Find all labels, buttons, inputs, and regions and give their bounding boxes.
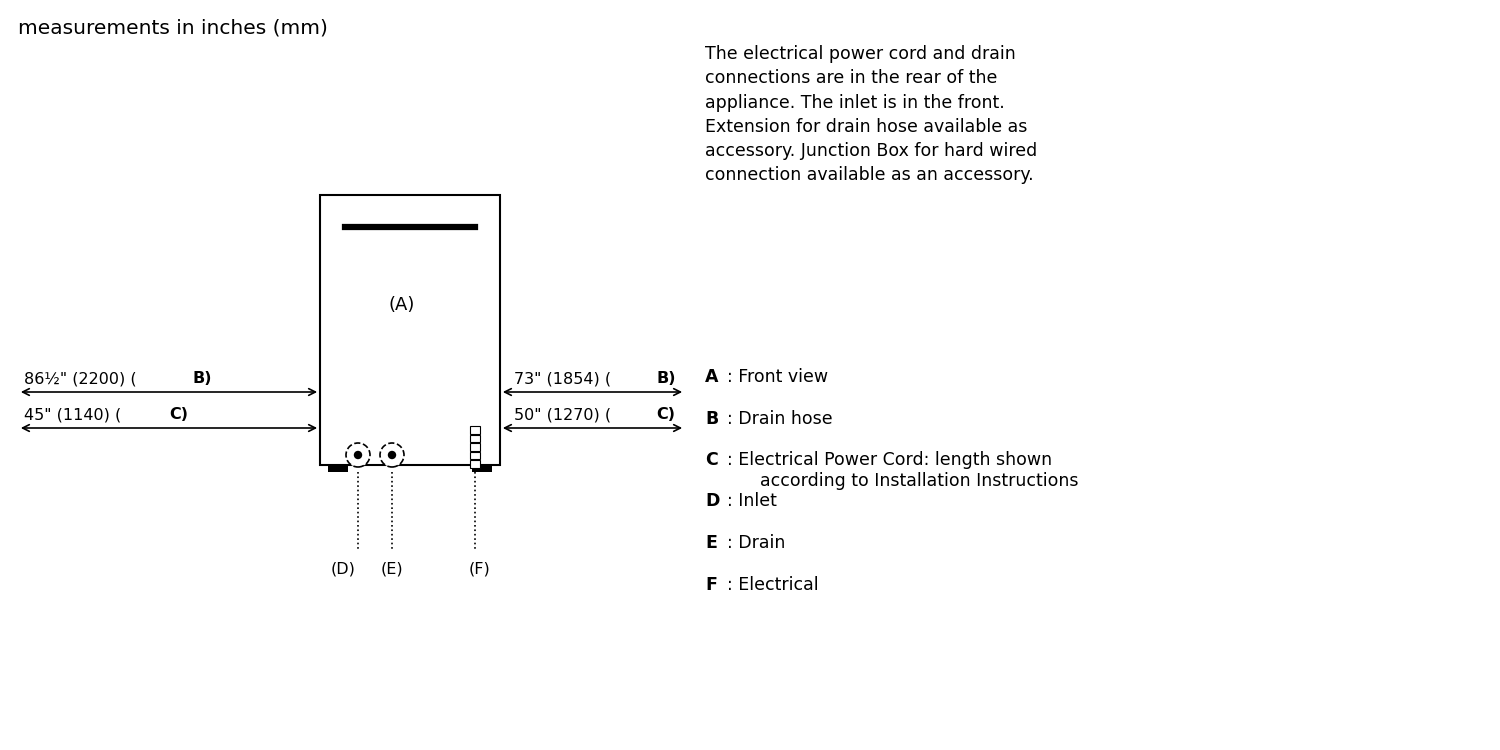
Text: C): C)	[170, 407, 188, 422]
Text: (F): (F)	[468, 562, 490, 577]
Bar	[470, 452, 480, 459]
Bar	[470, 460, 480, 468]
Circle shape	[380, 443, 404, 467]
Circle shape	[388, 452, 396, 458]
Text: : Inlet: : Inlet	[728, 493, 777, 511]
Text: measurements in inches (mm): measurements in inches (mm)	[18, 18, 328, 37]
Text: B): B)	[656, 371, 675, 386]
Text: : Drain: : Drain	[728, 534, 786, 552]
Text: : Electrical Power Cord: length shown
      according to Installation Instructio: : Electrical Power Cord: length shown ac…	[728, 451, 1078, 490]
Text: E: E	[705, 534, 717, 552]
Text: 45" (1140) (: 45" (1140) (	[24, 407, 122, 422]
Text: C): C)	[656, 407, 675, 422]
Text: 86½" (2200) (: 86½" (2200) (	[24, 371, 136, 386]
Text: 73" (1854) (: 73" (1854) (	[514, 371, 610, 386]
Text: : Front view: : Front view	[728, 368, 828, 386]
Circle shape	[346, 443, 370, 467]
Text: B): B)	[192, 371, 211, 386]
Bar	[470, 426, 480, 433]
Text: D: D	[705, 493, 720, 511]
Circle shape	[354, 452, 362, 458]
Text: The electrical power cord and drain
connections are in the rear of the
appliance: The electrical power cord and drain conn…	[705, 45, 1038, 184]
Text: (D): (D)	[332, 562, 356, 577]
Text: C: C	[705, 451, 717, 469]
Text: : Electrical: : Electrical	[728, 575, 819, 593]
Text: : Drain hose: : Drain hose	[728, 410, 833, 428]
Text: (A): (A)	[388, 296, 416, 314]
Bar	[472, 465, 492, 472]
Bar	[470, 443, 480, 451]
Text: F: F	[705, 575, 717, 593]
Bar	[320, 195, 500, 465]
Text: B: B	[705, 410, 718, 428]
Text: 50" (1270) (: 50" (1270) (	[514, 407, 610, 422]
Text: (E): (E)	[381, 562, 404, 577]
Bar	[470, 435, 480, 442]
Text: A: A	[705, 368, 718, 386]
Bar	[328, 465, 348, 472]
